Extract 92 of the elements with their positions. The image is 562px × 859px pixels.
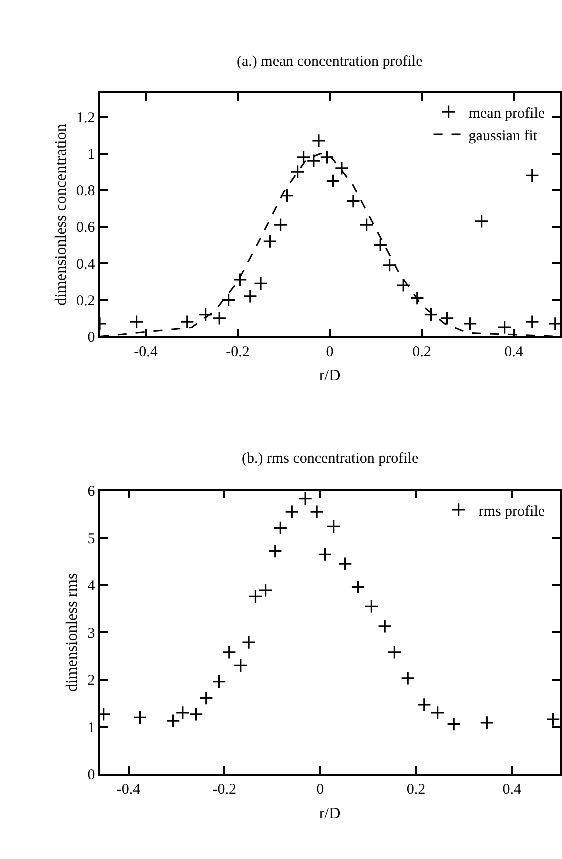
y-tick-label: 4	[88, 578, 96, 595]
point	[424, 308, 438, 322]
point	[199, 691, 214, 706]
point	[382, 258, 397, 272]
y-tick-label: 1	[88, 720, 96, 736]
point	[447, 717, 462, 732]
legend-label: mean profile	[468, 106, 546, 122]
x-tick-label: 0	[326, 344, 334, 360]
point	[189, 707, 204, 722]
y-tick-label: 1	[88, 147, 96, 163]
point	[258, 583, 273, 598]
point	[310, 504, 324, 520]
point	[212, 311, 227, 326]
point	[410, 291, 424, 306]
point	[274, 521, 288, 536]
legend-label: rms profile	[478, 504, 546, 520]
x-tick-label: 0.4	[504, 344, 524, 360]
point	[222, 645, 236, 660]
y-tick-label: 0.8	[76, 184, 96, 200]
point	[290, 164, 305, 180]
point	[326, 174, 340, 188]
y-tick-label: 5	[88, 531, 96, 548]
x-tick-label: 0.2	[412, 344, 432, 360]
point	[346, 194, 361, 208]
x-tick-label: -0.4	[134, 344, 158, 360]
point	[388, 645, 402, 660]
point	[463, 316, 478, 332]
point	[133, 710, 148, 725]
y-tick-label: 0.6	[76, 220, 96, 236]
point	[296, 150, 311, 165]
y-tick-label: 0	[88, 768, 96, 784]
y-tick-label: 0.4	[76, 256, 96, 273]
point	[166, 714, 180, 728]
x-tick-label: 0.4	[502, 782, 522, 798]
x-tick-label: -0.2	[226, 344, 250, 360]
point	[274, 218, 288, 232]
point	[401, 671, 416, 686]
point	[480, 716, 494, 730]
y-tick-label: 2	[88, 673, 96, 690]
point	[306, 154, 321, 168]
point	[440, 311, 454, 326]
point	[430, 706, 445, 720]
point	[130, 315, 144, 330]
y-axis-title: dimensionless concentration	[52, 124, 70, 306]
point	[234, 658, 248, 673]
point	[338, 556, 352, 572]
point	[298, 492, 313, 506]
y-tick-label: 6	[88, 484, 96, 500]
point	[222, 293, 236, 308]
point	[326, 520, 341, 534]
point	[374, 238, 388, 252]
point	[243, 289, 258, 304]
x-tick-label: -0.2	[212, 782, 236, 798]
x-tick-label: -0.4	[116, 782, 142, 798]
y-tick-label: 1.2	[76, 110, 96, 126]
point	[378, 619, 392, 634]
point	[474, 214, 489, 229]
point	[396, 278, 411, 293]
point	[233, 272, 248, 288]
point	[254, 276, 268, 291]
point	[242, 635, 256, 650]
point	[417, 698, 432, 712]
point	[285, 504, 300, 520]
x-tick-label: 0.2	[406, 782, 426, 798]
point	[320, 150, 334, 165]
chart-title: (b.) rms concentration profile	[242, 451, 419, 467]
y-tick-label: 0.2	[76, 293, 96, 310]
point	[176, 706, 190, 720]
point	[312, 134, 326, 148]
chart-title: (a.) mean concentration profile	[237, 54, 424, 70]
y-tick-label: 0	[88, 330, 96, 346]
point	[351, 580, 366, 594]
point	[334, 161, 350, 176]
x-axis-title: r/D	[319, 805, 341, 822]
y-tick-label: 3	[88, 626, 96, 642]
point	[268, 544, 282, 558]
point	[318, 548, 332, 562]
point	[198, 308, 213, 322]
point	[248, 590, 263, 604]
point	[263, 234, 278, 249]
point	[525, 315, 540, 330]
point	[212, 674, 226, 689]
point	[498, 320, 512, 335]
point	[180, 315, 194, 330]
y-axis-title: dimensionless rms	[64, 573, 82, 692]
point	[525, 168, 540, 183]
x-axis-title: r/D	[319, 368, 341, 385]
x-tick-label: 0	[316, 782, 324, 798]
point	[364, 600, 379, 614]
point	[360, 218, 374, 232]
legend-label: gaussian fit	[468, 128, 538, 144]
point	[280, 188, 294, 203]
